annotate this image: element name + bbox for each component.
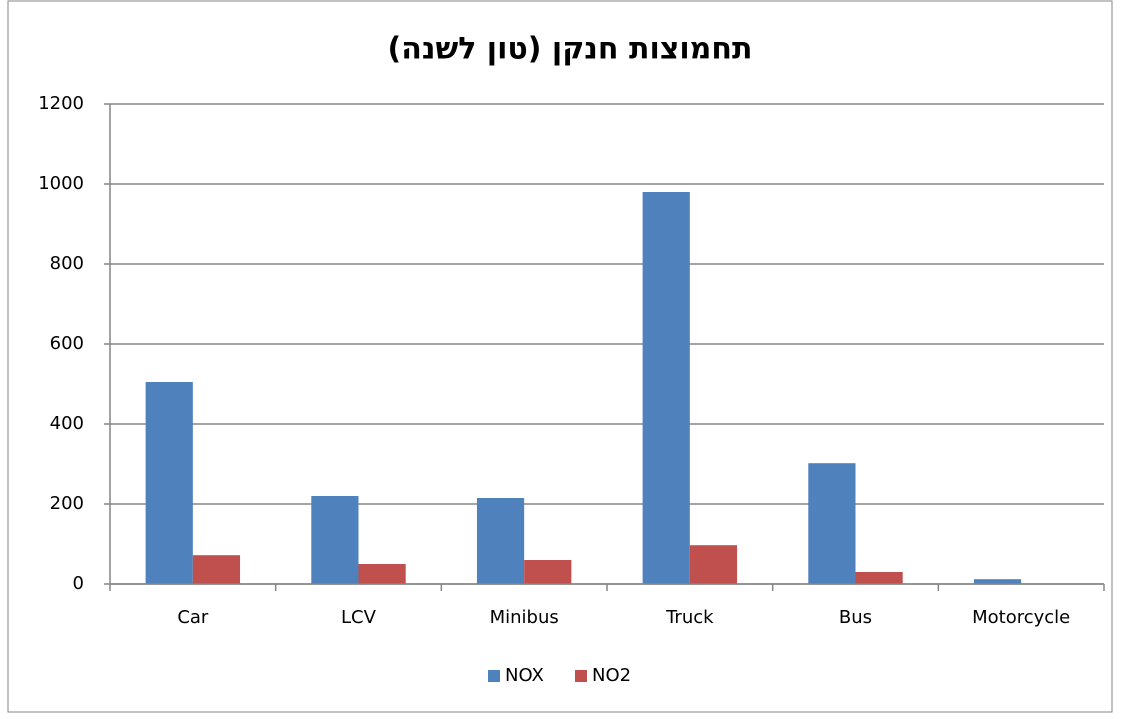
legend-label: NO2 [592,665,631,686]
y-tick-label: 600 [50,333,84,354]
bar [643,192,690,584]
bar [477,498,524,584]
bar [690,545,737,584]
y-tick-label: 800 [50,253,84,274]
y-tick-label: 0 [73,573,84,594]
x-tick-label: Truck [665,607,714,628]
legend-swatch [488,670,500,682]
bar [193,555,240,584]
x-tick-label: Motorcycle [972,607,1070,628]
legend-label: NOX [505,665,544,686]
bar [808,463,855,584]
y-tick-label: 400 [50,413,84,434]
y-tick-label: 1000 [38,173,84,194]
bar [146,382,193,584]
chart-title: תחמוצות חנקן (טון לשנה) [388,32,753,67]
x-tick-label: Car [177,607,209,628]
y-tick-label: 200 [50,493,84,514]
x-tick-label: LCV [341,607,377,628]
bar [311,496,358,584]
y-tick-label: 1200 [38,93,84,114]
bar [359,564,406,584]
x-tick-label: Bus [839,607,872,628]
bar [856,572,903,584]
bar [524,560,571,584]
chart-frame [8,1,1112,712]
x-tick-label: Minibus [490,607,559,628]
legend-swatch [575,670,587,682]
